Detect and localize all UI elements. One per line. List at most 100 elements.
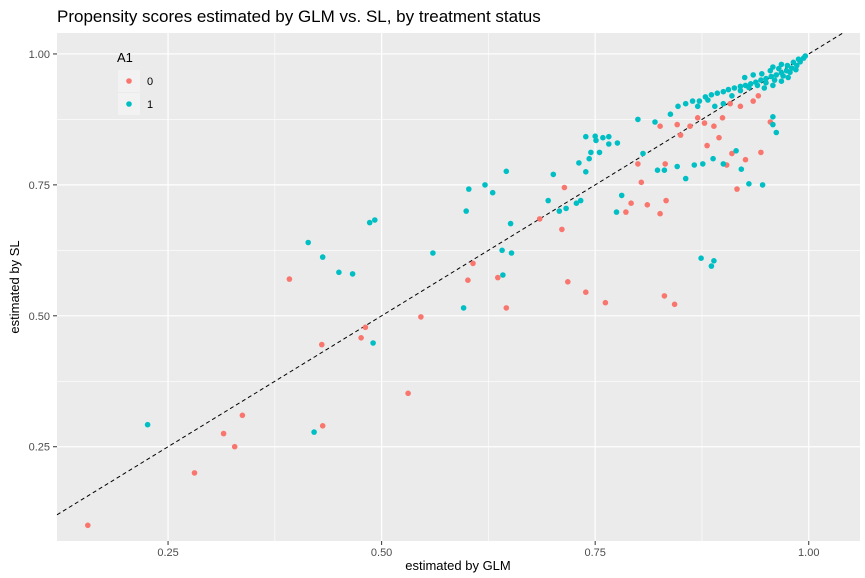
data-point-group-0 [711, 123, 717, 129]
data-point-group-1 [489, 189, 496, 196]
data-point-group-1 [773, 72, 780, 78]
data-point-group-0 [602, 299, 609, 306]
data-point-group-1 [614, 140, 621, 146]
data-point-group-1 [737, 87, 744, 94]
data-point-group-1 [618, 192, 625, 199]
data-point-group-1 [754, 82, 761, 89]
data-point-group-1 [758, 77, 764, 83]
data-point-group-1 [635, 116, 641, 123]
data-point-group-1 [674, 163, 680, 170]
data-point-group-1 [761, 85, 768, 91]
data-point-group-0 [495, 274, 501, 281]
data-point-group-1 [675, 103, 681, 110]
data-point-group-1 [311, 429, 317, 435]
data-point-group-1 [785, 74, 791, 81]
data-point-group-1 [319, 254, 326, 260]
data-point-group-0 [674, 121, 680, 128]
data-point-group-1 [696, 98, 703, 104]
data-point-group-0 [358, 335, 364, 341]
data-point-group-1 [507, 220, 514, 227]
y-tick-label: 0.75 [29, 180, 50, 192]
data-point-group-0 [657, 123, 663, 129]
data-point-group-0 [583, 289, 589, 296]
data-point-group-0 [734, 186, 740, 192]
data-point-group-1 [550, 171, 557, 178]
data-point-group-1 [500, 272, 506, 278]
data-point-group-0 [628, 200, 634, 206]
data-point-group-1 [682, 175, 689, 182]
data-point-group-0 [503, 305, 510, 311]
legend-key-1 [126, 101, 132, 107]
data-point-group-1 [763, 80, 769, 86]
data-point-group-0 [319, 423, 326, 429]
chart-title: Propensity scores estimated by GLM vs. S… [57, 7, 541, 26]
data-point-group-0 [663, 197, 669, 204]
data-point-group-1 [705, 97, 711, 103]
data-point-group-1 [773, 129, 780, 136]
data-point-group-1 [588, 149, 594, 156]
data-point-group-0 [319, 341, 325, 348]
legend-title: A1 [117, 50, 133, 65]
data-point-group-1 [482, 182, 488, 188]
data-point-group-1 [586, 155, 592, 162]
data-point-group-1 [750, 72, 756, 78]
data-point-group-0 [704, 142, 710, 149]
data-point-group-0 [638, 179, 645, 186]
data-point-group-0 [565, 279, 571, 285]
data-point-group-1 [460, 305, 467, 311]
data-point-group-1 [366, 219, 373, 226]
data-point-group-1 [652, 119, 658, 125]
data-point-group-1 [600, 134, 606, 141]
data-point-group-1 [144, 421, 151, 428]
data-point-group-1 [463, 208, 470, 214]
legend-label-1: 1 [147, 99, 153, 111]
data-point-group-1 [592, 133, 598, 139]
data-point-group-1 [725, 86, 732, 93]
data-point-group-0 [662, 161, 668, 167]
data-point-group-0 [687, 123, 693, 129]
data-point-group-1 [771, 77, 778, 83]
data-point-group-1 [370, 340, 376, 346]
data-point-group-0 [561, 184, 568, 191]
data-point-group-1 [700, 161, 706, 167]
x-tick-label: 0.25 [157, 547, 178, 559]
y-axis-title: estimated by SL [7, 240, 22, 333]
y-tick-label: 0.50 [29, 311, 50, 323]
data-point-group-1 [503, 168, 510, 175]
data-point-group-1 [336, 269, 342, 276]
x-tick-label: 1.00 [798, 547, 819, 559]
data-point-group-1 [714, 90, 721, 96]
data-point-group-1 [466, 186, 472, 192]
data-point-group-0 [362, 324, 369, 331]
data-point-group-1 [738, 166, 745, 172]
data-point-group-1 [759, 182, 766, 188]
x-tick-label: 0.50 [371, 547, 392, 559]
data-point-group-0 [716, 134, 722, 141]
data-point-group-0 [701, 120, 708, 126]
data-point-group-0 [661, 293, 668, 299]
data-point-group-0 [727, 100, 733, 107]
data-point-group-0 [405, 390, 411, 397]
data-point-group-1 [802, 53, 809, 59]
data-point-group-1 [770, 64, 776, 70]
data-point-group-1 [759, 71, 765, 77]
data-point-group-0 [694, 115, 701, 121]
data-point-group-1 [731, 85, 738, 91]
y-tick-label: 0.25 [29, 442, 50, 454]
data-point-group-1 [694, 103, 701, 110]
data-point-group-1 [583, 133, 589, 140]
data-point-group-1 [778, 61, 785, 68]
data-point-group-0 [470, 260, 476, 267]
data-point-group-1 [768, 73, 774, 80]
data-point-group-0 [559, 226, 565, 233]
data-point-group-1 [720, 88, 727, 95]
axes: 0.25 0.50 0.75 1.00 0.25 0.50 0.75 1.00 [29, 49, 820, 559]
data-point-group-1 [576, 160, 582, 166]
data-points [85, 53, 809, 529]
data-point-group-1 [720, 161, 727, 167]
data-point-group-1 [712, 103, 718, 110]
data-point-group-1 [556, 208, 563, 214]
y-tick-label: 1.00 [29, 49, 50, 61]
data-point-group-1 [640, 150, 646, 157]
data-point-group-0 [737, 103, 744, 110]
